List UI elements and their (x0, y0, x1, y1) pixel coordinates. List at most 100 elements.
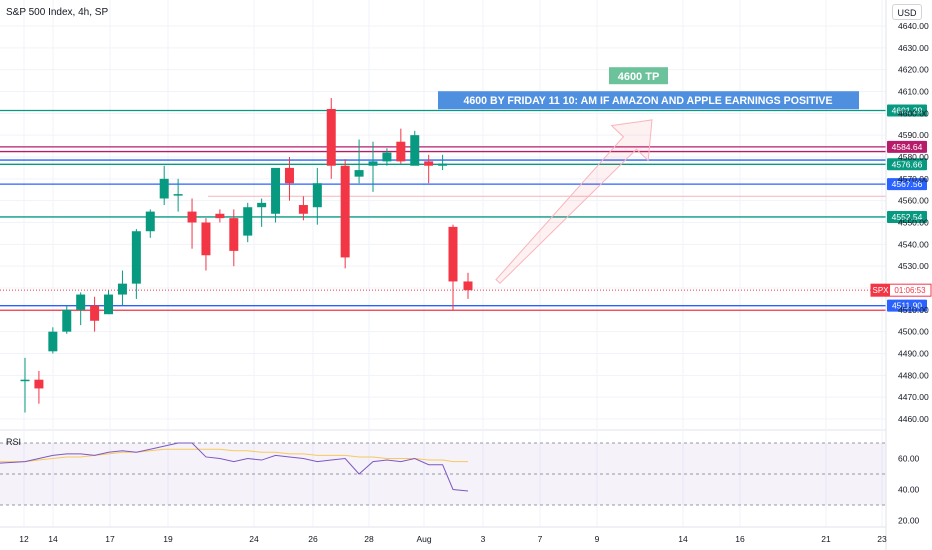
candle-body (215, 213, 225, 219)
y-tick-label: 4560.00 (898, 196, 929, 206)
x-tick-label: 28 (364, 534, 374, 544)
candle-body (48, 331, 58, 352)
candle-body (424, 161, 434, 166)
y-tick-label: 4590.00 (898, 130, 929, 140)
rsi-tick-label: 20.00 (898, 516, 920, 526)
candle-body (173, 194, 183, 196)
last-price-label: SPX 01:06:53 (870, 283, 932, 297)
candle-body (34, 379, 44, 389)
x-tick-label: 12 (19, 534, 29, 544)
candle-body (187, 211, 197, 223)
x-tick-label: 23 (877, 534, 887, 544)
rsi-pane: 60.00 40.00 20.00 (0, 442, 920, 526)
x-tick-label: 3 (481, 534, 486, 544)
candle-body (368, 161, 378, 166)
y-tick-label: 4630.00 (898, 43, 929, 53)
candle-body (463, 281, 473, 291)
forecast-label: 4600 BY FRIDAY 11 10: AM IF AMAZON AND A… (463, 95, 832, 107)
candle-body (131, 231, 141, 284)
level-tag (887, 158, 927, 171)
y-tick-label: 4600.00 (898, 108, 929, 118)
candle-body (243, 207, 253, 236)
y-tick-label: 4550.00 (898, 218, 929, 228)
y-tick-label: 4500.00 (898, 327, 929, 337)
y-tick-label: 4540.00 (898, 239, 929, 249)
candle-body (76, 294, 86, 310)
candle-body (117, 283, 127, 295)
level-tag (887, 210, 927, 223)
rsi-label: RSI (6, 437, 22, 447)
candle-body (201, 222, 211, 256)
y-tick-label: 4490.00 (898, 349, 929, 359)
countdown-label: 01:06:53 (894, 286, 926, 295)
level-tag-label: 4552.54 (892, 212, 923, 222)
y-tick-label: 4640.00 (898, 21, 929, 31)
trend-arrow (495, 119, 653, 285)
level-tag (887, 140, 927, 153)
y-tick-label: 4470.00 (898, 392, 929, 402)
tp-label: 4600 TP (618, 71, 660, 83)
candle-body (382, 152, 392, 162)
x-tick-label: 17 (105, 534, 115, 544)
annotations: 4600 TP 4600 BY FRIDAY 11 10: AM IF AMAZO… (438, 67, 859, 110)
x-tick-label: 7 (538, 534, 543, 544)
candle-body (326, 108, 336, 166)
y-tick-label: 4480.00 (898, 370, 929, 380)
x-tick-label: 14 (678, 534, 688, 544)
symbol-label: SPX (872, 286, 889, 295)
candle-body (312, 183, 322, 208)
candle-body (340, 165, 350, 258)
y-tick-label: 4460.00 (898, 414, 929, 424)
x-tick-label: 19 (163, 534, 173, 544)
level-tag-label: 4584.64 (892, 142, 923, 152)
arrow-shape (495, 119, 653, 285)
x-tick-label: 21 (821, 534, 831, 544)
candle-body (410, 135, 420, 166)
candle-body (104, 294, 114, 315)
candle-body (62, 309, 72, 332)
level-tag (887, 299, 927, 312)
x-tick-label: 24 (249, 534, 259, 544)
level-tag-label: 4601.29 (892, 106, 923, 116)
time-axis[interactable]: 12 14 17 19 24 26 28 Aug 3 7 9 14 16 21 23 (0, 526, 887, 544)
level-tag-label: 4576.66 (892, 159, 923, 169)
candle-body (284, 167, 294, 184)
level-tag (887, 178, 927, 191)
level-tag (887, 104, 927, 117)
candle-body (159, 178, 169, 199)
y-tick-label: 4610.00 (898, 87, 929, 97)
candle-body (298, 205, 308, 214)
forecast-box (438, 91, 859, 110)
x-tick-label: 14 (48, 534, 58, 544)
rsi-tick-label: 60.00 (898, 454, 920, 464)
price-axis[interactable]: 4640.00 4630.00 4620.00 4610.00 4600.00 4590.… (885, 0, 929, 550)
y-tick-label: 4510.00 (898, 305, 929, 315)
chart-title: S&P 500 Index, 4h, SP (6, 7, 109, 18)
candle-body (229, 218, 239, 251)
rsi-line (0, 442, 469, 492)
candle-body (396, 141, 406, 162)
y-tick-label: 4580.00 (898, 152, 929, 162)
candles (20, 98, 473, 413)
x-tick-label: 9 (595, 534, 600, 544)
x-tick-label: 16 (735, 534, 745, 544)
rsi-ma-line (0, 448, 468, 463)
y-tick-label: 4530.00 (898, 261, 929, 271)
level-tag-label: 4567.56 (892, 179, 923, 189)
candle-body (354, 170, 364, 177)
x-tick-label: 26 (308, 534, 318, 544)
y-tick-label: 4620.00 (898, 65, 929, 75)
candle-body (448, 226, 458, 282)
candle-body (20, 379, 30, 382)
currency-button[interactable]: USD (892, 4, 922, 20)
candle-body (257, 202, 267, 208)
level-tag-label: 4511.90 (892, 301, 922, 311)
candle-body (438, 163, 448, 166)
x-tick-label: Aug (416, 534, 431, 544)
tp-box (609, 67, 668, 85)
candle-body (90, 305, 100, 321)
candle-body (271, 167, 281, 214)
symbol-box (871, 284, 890, 297)
candle-body (145, 211, 155, 232)
